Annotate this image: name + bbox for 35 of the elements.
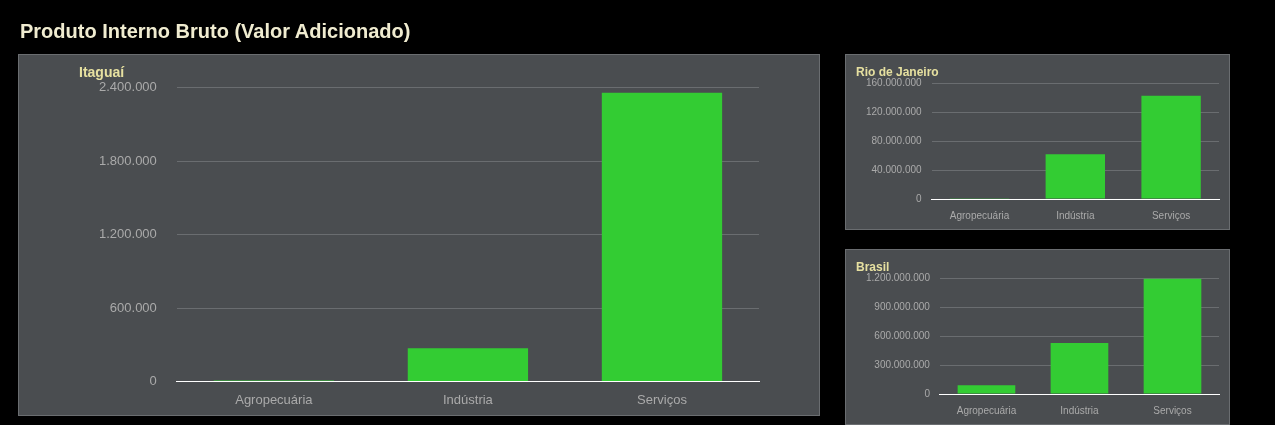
y-tick-label: 900.000.000	[874, 301, 931, 313]
x-tick-label: Indústria	[442, 391, 494, 407]
y-tick-label: 2.400.000	[98, 79, 157, 95]
y-tick-label: 1.200.000.000	[866, 272, 931, 284]
bar	[1143, 278, 1202, 394]
x-tick-label: Agropecuária	[235, 391, 314, 407]
x-tick-label: Serviços	[1153, 404, 1192, 416]
y-tick-label: 600.000.000	[874, 329, 931, 341]
x-tick-label: Serviços	[637, 391, 688, 407]
chart-subtitle: Itaguaí	[79, 64, 126, 81]
x-tick-label: Indústria	[1056, 209, 1095, 221]
y-tick-label: 1.200.000	[98, 226, 157, 242]
y-tick-label: 160.000.000	[865, 77, 923, 89]
y-tick-label: 600.000	[109, 299, 157, 315]
y-tick-label: 300.000.000	[874, 358, 931, 370]
bar	[407, 348, 529, 381]
y-tick-label: 0	[149, 372, 157, 388]
y-tick-label: 1.800.000	[98, 152, 157, 168]
y-tick-label: 0	[924, 387, 931, 399]
y-tick-label: 120.000.000	[865, 106, 923, 118]
bar	[957, 385, 1016, 394]
chart-title: Brasil	[856, 259, 890, 274]
y-tick-label: 0	[916, 192, 923, 204]
y-tick-label: 40.000.000	[871, 163, 923, 175]
x-tick-label: Agropecuária	[949, 209, 1010, 221]
bar	[1050, 342, 1109, 394]
bar	[601, 92, 723, 381]
y-tick-label: 80.000.000	[871, 134, 923, 146]
x-tick-label: Serviços	[1151, 209, 1191, 221]
x-tick-label: Agropecuária	[956, 404, 1017, 416]
chart-title: Rio de Janeiro	[856, 64, 939, 79]
bar	[1141, 95, 1201, 199]
chart-title: Produto Interno Bruto (Valor Adicionado)	[20, 20, 411, 43]
bar	[1045, 154, 1105, 199]
x-tick-label: Indústria	[1060, 404, 1100, 416]
